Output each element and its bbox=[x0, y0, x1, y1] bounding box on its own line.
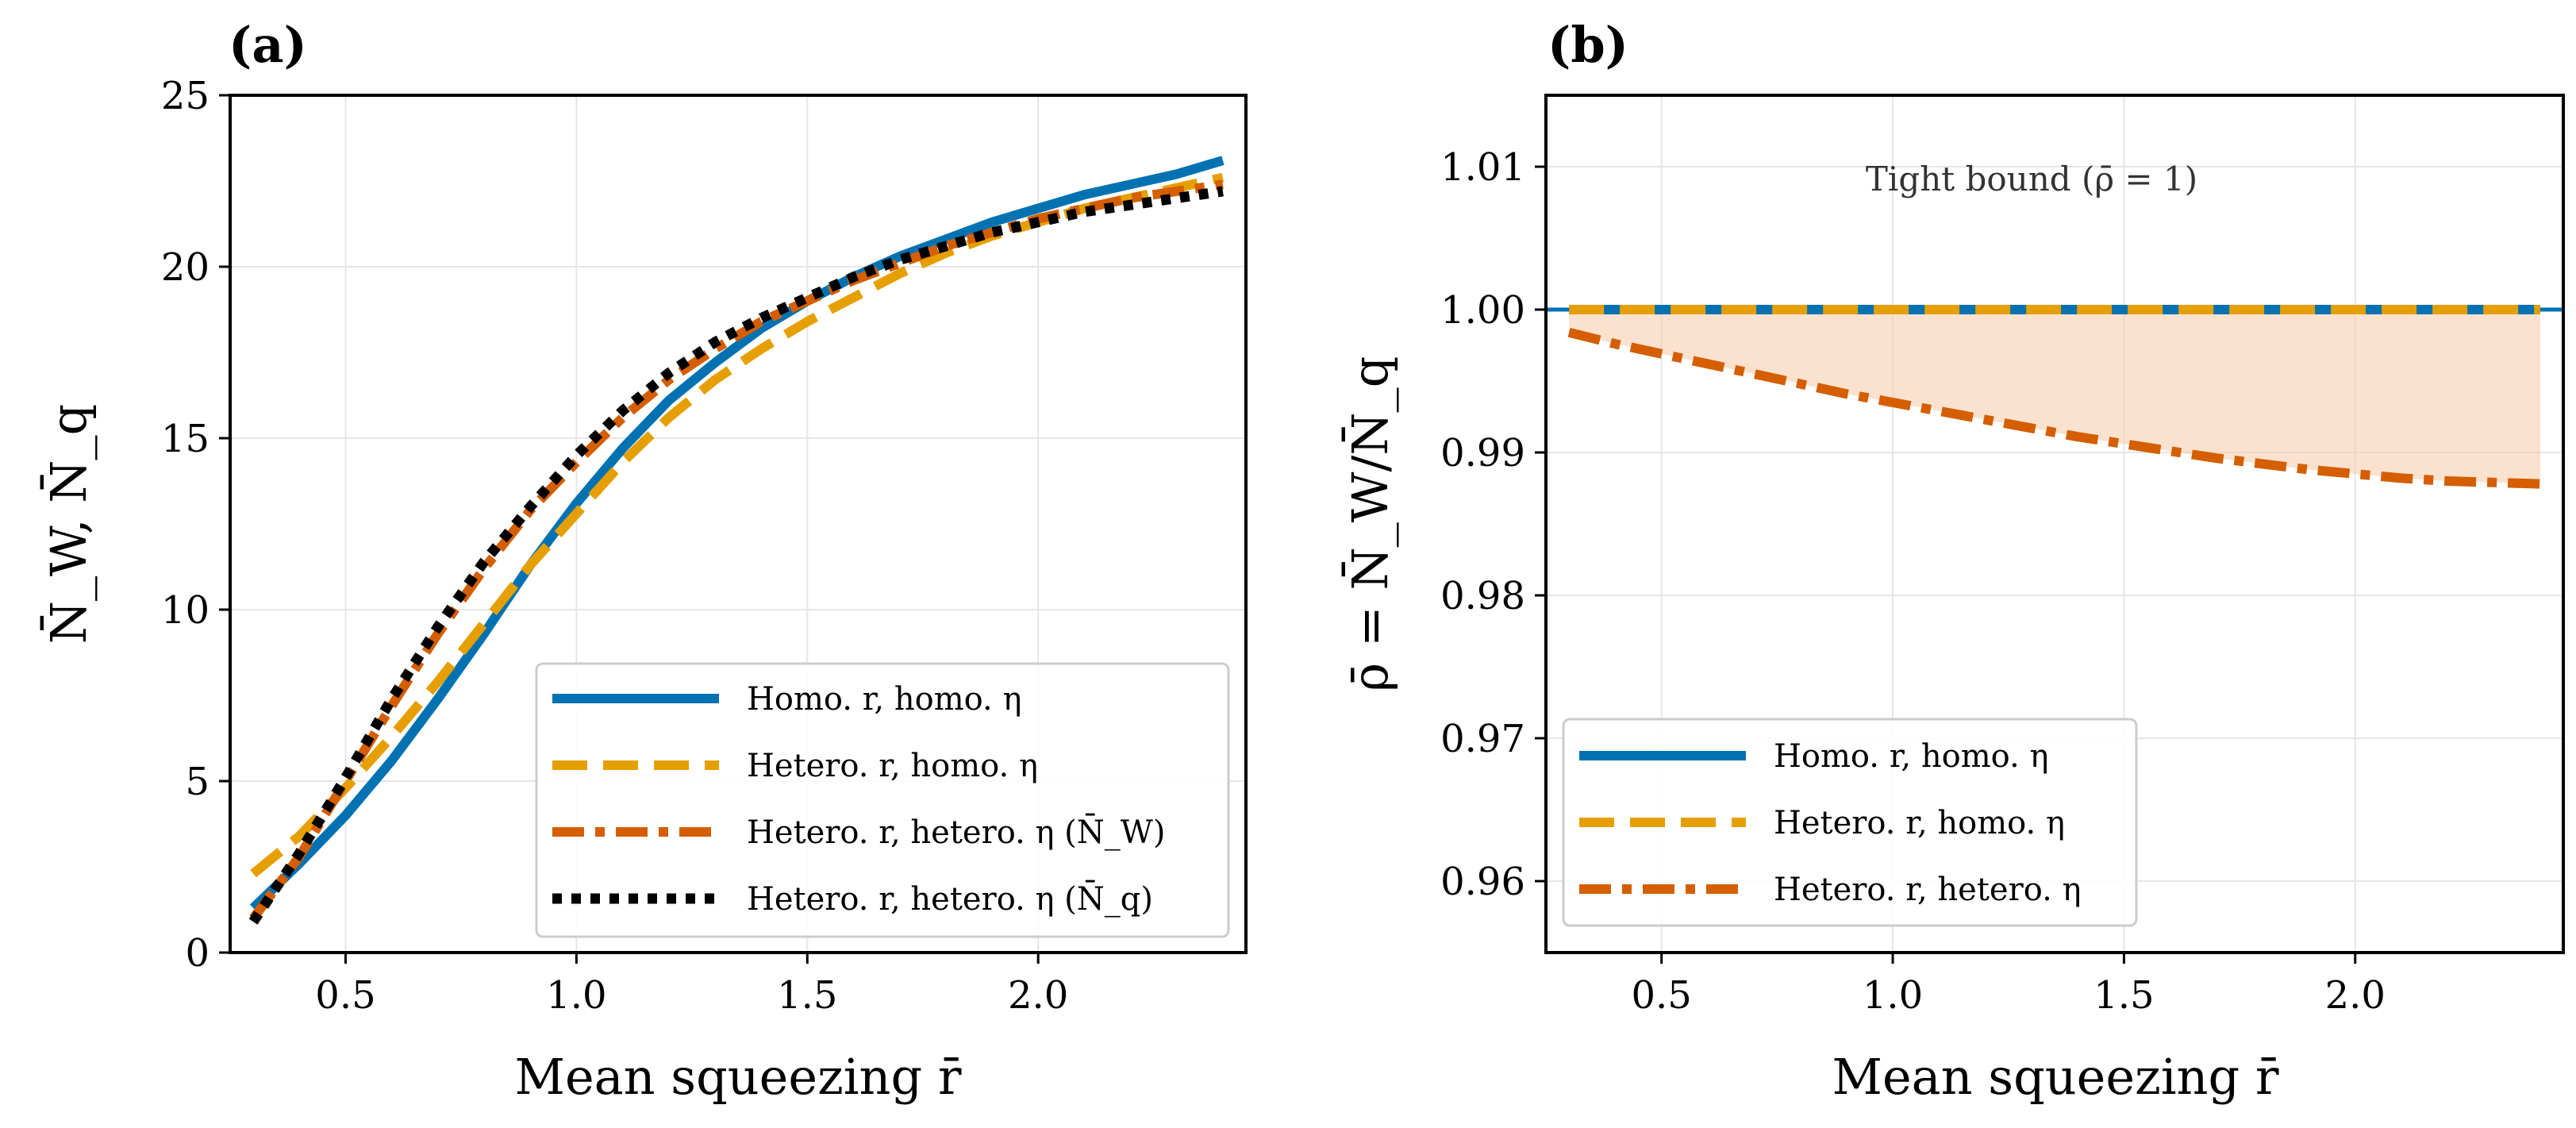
panel-b-frame bbox=[1544, 94, 2565, 954]
panel-a-frame bbox=[229, 94, 1248, 954]
pb-legend-label-2: Hetero. r, hetero. η bbox=[1774, 872, 2081, 908]
pa-y-tick-label: 15 bbox=[161, 417, 210, 461]
pb-x-tick-label: 2.0 bbox=[2325, 973, 2386, 1018]
pb-x-tick-label: 1.5 bbox=[2093, 973, 2154, 1018]
pa-x-tick-label: 2.0 bbox=[1008, 973, 1068, 1018]
panel-a-label: (a) bbox=[229, 16, 307, 74]
panel-a-x-label: Mean squeezing r̄ bbox=[514, 1048, 961, 1106]
pa-y-tick-label: 5 bbox=[185, 760, 210, 804]
pa-series-line-3 bbox=[248, 186, 1224, 925]
pb-series-line-2 bbox=[1567, 327, 2541, 489]
pb-x-tick-label: 0.5 bbox=[1632, 973, 1692, 1018]
panel-a: (a) 0.5 1.0 1.5 2.0 0 5 10 15 20 25 Mean squeezin… bbox=[40, 16, 1248, 1106]
panel-b-legend-box bbox=[1562, 718, 2138, 927]
pa-x-tick-label: 1.5 bbox=[777, 973, 837, 1018]
panel-a-y-label: N̄_W, N̄_q bbox=[40, 404, 98, 645]
panel-b-label: (b) bbox=[1548, 16, 1628, 74]
pa-y-tick-label: 10 bbox=[161, 588, 210, 633]
panel-b-y-label: ρ̄ = N̄_W/N̄_q bbox=[1341, 356, 1399, 692]
panel-b-ticks: 0.5 1.0 1.5 2.0 0.96 0.97 0.98 0.99 1.00 1.01 bbox=[1440, 145, 2386, 1018]
pb-y-tick-label: 0.98 bbox=[1440, 574, 1525, 618]
pa-legend-label-3: Hetero. r, hetero. η (N̄_q) bbox=[747, 880, 1153, 918]
panel-b-legend: Homo. r, homo. η Hetero. r, homo. η Hetero… bbox=[1562, 718, 2138, 927]
panel-b-x-label: Mean squeezing r̄ bbox=[1832, 1048, 2278, 1106]
pb-legend-label-1: Hetero. r, homo. η bbox=[1774, 805, 2065, 841]
pa-x-tick-label: 0.5 bbox=[315, 973, 375, 1018]
pa-series-line-1 bbox=[250, 172, 1225, 878]
gap-shaded-region bbox=[1569, 310, 2540, 484]
pa-legend-label-1: Hetero. r, homo. η bbox=[747, 748, 1038, 784]
pb-legend-label-0: Homo. r, homo. η bbox=[1774, 738, 2048, 775]
pb-y-tick-label: 1.01 bbox=[1440, 145, 1525, 190]
panel-a-ticks: 0.5 1.0 1.5 2.0 0 5 10 15 20 25 bbox=[161, 74, 1068, 1018]
pa-legend-label-2: Hetero. r, hetero. η (N̄_W) bbox=[747, 814, 1166, 851]
pa-legend-label-0: Homo. r, homo. η bbox=[747, 681, 1021, 718]
panel-b-series bbox=[1546, 305, 2563, 489]
pa-y-tick-label: 25 bbox=[161, 74, 210, 118]
pa-series-line-0 bbox=[249, 156, 1225, 912]
pb-y-tick-label: 1.00 bbox=[1440, 288, 1525, 333]
panel-a-legend-box bbox=[535, 662, 1230, 938]
pa-series-line-2 bbox=[249, 179, 1224, 922]
panel-a-series bbox=[248, 156, 1225, 925]
panel-a-legend: Homo. r, homo. η Hetero. r, homo. η Hetero… bbox=[535, 662, 1230, 938]
pa-y-tick-label: 0 bbox=[185, 931, 210, 976]
pa-y-tick-label: 20 bbox=[161, 245, 210, 290]
pb-y-tick-label: 0.96 bbox=[1440, 860, 1525, 904]
pb-y-tick-label: 0.97 bbox=[1440, 717, 1525, 761]
pb-x-tick-label: 1.0 bbox=[1863, 973, 1923, 1018]
tight-bound-annotation: Tight bound (ρ̄ = 1) bbox=[1866, 160, 2197, 198]
pa-x-tick-label: 1.0 bbox=[546, 973, 606, 1018]
pb-y-tick-label: 0.99 bbox=[1440, 431, 1525, 475]
panel-b: (b) 0.5 1.0 1.5 2.0 0.96 0.97 0.98 0.99 1.00 1.01… bbox=[1341, 16, 2565, 1106]
